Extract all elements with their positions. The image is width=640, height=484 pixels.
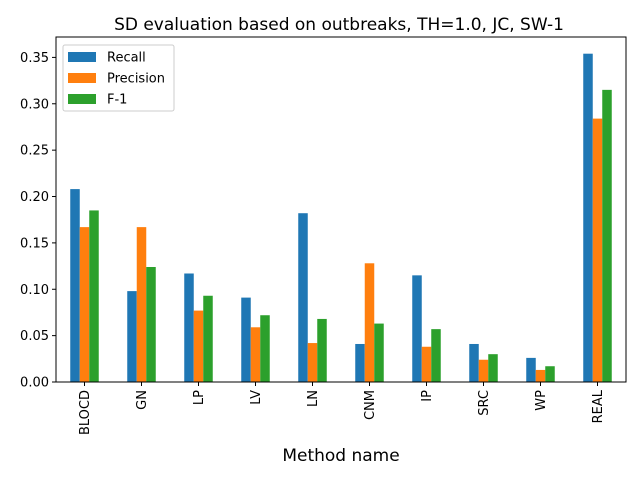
y-tick-label: 0.30 xyxy=(20,97,49,112)
bar-f1-blocd xyxy=(89,210,99,382)
bar-recall-lp xyxy=(184,273,194,382)
x-tick-label: GN xyxy=(135,390,150,410)
bar-recall-real xyxy=(583,53,593,383)
bar-f1-real xyxy=(602,89,612,382)
bar-f1-ip xyxy=(431,329,441,382)
bar-precision-src xyxy=(478,359,489,382)
bar-f1-cnm xyxy=(374,323,384,382)
bar-recall-ip xyxy=(412,275,422,382)
legend: Recall Precision F-1 xyxy=(62,44,175,112)
bar-precision-gn xyxy=(136,227,147,382)
x-axis: BLOCD GN LP LV LN CNM IP SRC WP REAL xyxy=(78,382,606,435)
y-tick-label: 0.25 xyxy=(20,144,49,159)
bar-precision-ip xyxy=(421,346,432,382)
bar-f1-lp xyxy=(203,295,213,382)
y-tick-label: 0.05 xyxy=(20,329,49,344)
legend-swatch xyxy=(68,73,96,83)
y-tick-label: 0.20 xyxy=(20,190,49,205)
bar-f1-wp xyxy=(545,366,555,382)
chart-title: SD evaluation based on outbreaks, TH=1.0… xyxy=(114,15,564,35)
bar-recall-lv xyxy=(241,297,251,382)
legend-label: Precision xyxy=(107,72,165,87)
bar-recall-cnm xyxy=(355,343,365,382)
bars-layer xyxy=(70,53,612,383)
bar-precision-ln xyxy=(307,343,318,382)
legend-swatch xyxy=(68,94,96,104)
x-axis-label: Method name xyxy=(282,446,399,466)
legend-swatch xyxy=(68,52,96,62)
bar-precision-real xyxy=(592,118,603,382)
x-tick-label: BLOCD xyxy=(78,390,93,435)
plot-frame xyxy=(55,36,627,383)
bar-recall-src xyxy=(469,343,479,382)
x-tick-label: LP xyxy=(192,390,207,405)
y-tick-label: 0.10 xyxy=(20,283,49,298)
bar-precision-lp xyxy=(193,310,204,382)
bar-recall-ln xyxy=(298,213,308,382)
y-axis: 0.00 0.05 0.10 0.15 0.20 0.25 0.30 0.35 xyxy=(20,51,56,391)
x-tick-label: IP xyxy=(420,390,435,402)
x-tick-label: LV xyxy=(249,390,264,405)
bar-recall-blocd xyxy=(70,189,80,382)
bar-recall-gn xyxy=(127,291,137,382)
x-tick-label: REAL xyxy=(591,389,606,423)
bar-f1-ln xyxy=(317,318,327,382)
bar-precision-blocd xyxy=(79,227,90,382)
y-tick-label: 0.00 xyxy=(20,376,49,391)
bar-precision-cnm xyxy=(364,263,375,382)
bar-precision-wp xyxy=(535,369,546,382)
x-tick-label: SRC xyxy=(477,390,492,416)
bar-f1-gn xyxy=(146,267,156,382)
x-tick-label: LN xyxy=(306,390,321,407)
bar-recall-wp xyxy=(526,357,536,382)
x-tick-label: WP xyxy=(534,390,549,411)
x-tick-label: CNM xyxy=(363,390,378,420)
bar-f1-src xyxy=(488,354,498,382)
legend-label: F-1 xyxy=(107,93,127,108)
y-tick-label: 0.15 xyxy=(20,236,49,251)
legend-label: Recall xyxy=(107,51,146,66)
bar-f1-lv xyxy=(260,315,270,382)
bar-precision-lv xyxy=(250,327,261,382)
y-tick-label: 0.35 xyxy=(20,51,49,66)
